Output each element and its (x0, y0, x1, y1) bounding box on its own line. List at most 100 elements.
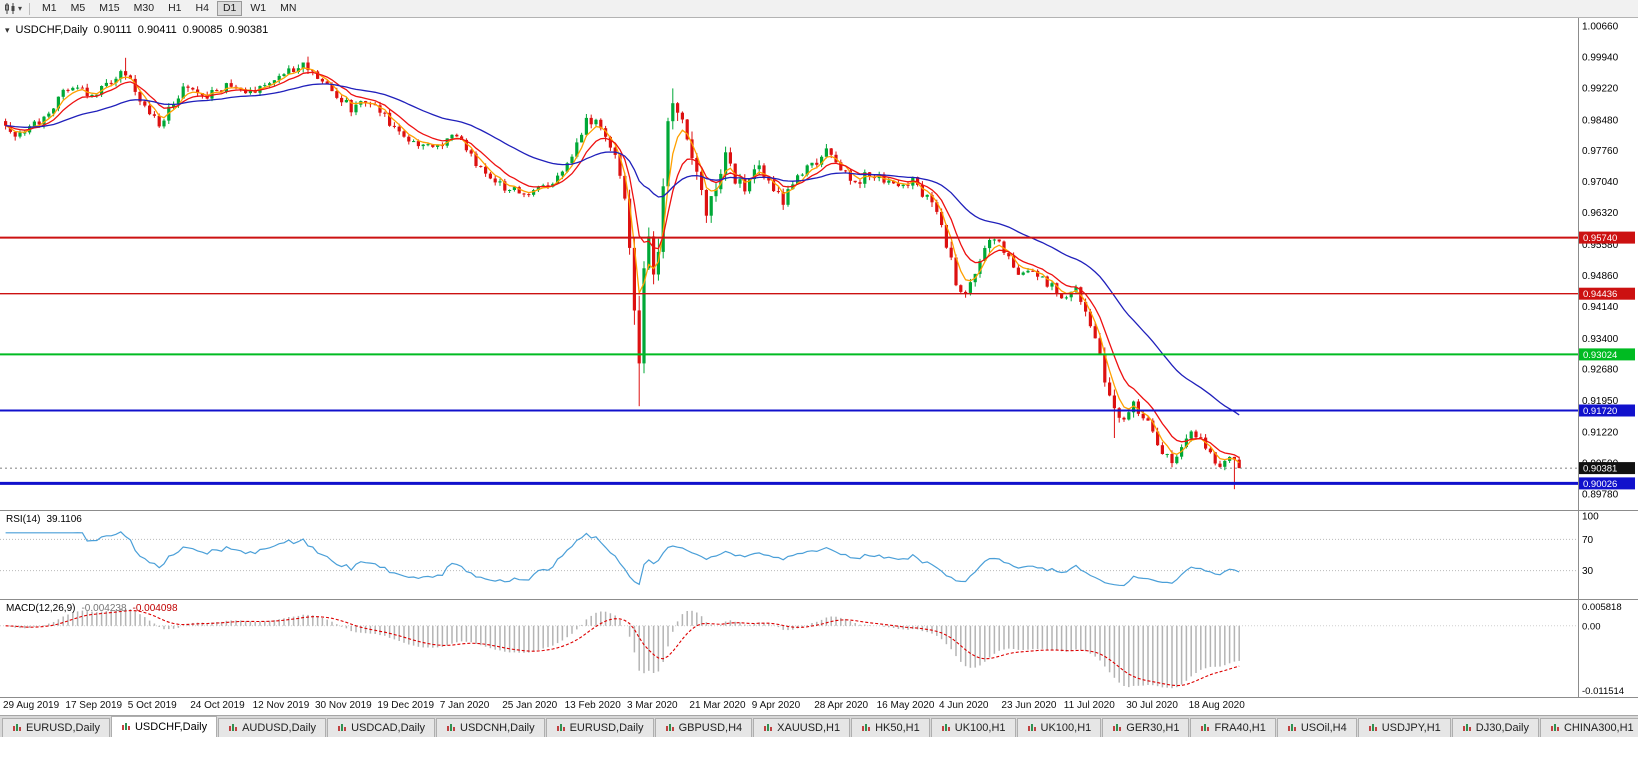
tab-label: GBPUSD,H4 (678, 722, 743, 734)
ohlc-high: 0.90411 (137, 24, 177, 36)
rsi-axis-label: 30 (1582, 566, 1594, 577)
macd-signal-value: -0.004098 (132, 603, 178, 614)
timeframe-button-d1[interactable]: D1 (216, 1, 243, 16)
price-level-badge-text: 0.95740 (1583, 233, 1617, 244)
ma-line-4 (5, 67, 1240, 464)
date-label: 16 May 2020 (876, 700, 935, 711)
macd-chart-canvas[interactable]: 0.005818 0.00 -0.011514 (0, 600, 1638, 697)
chart-tab-audusd-daily[interactable]: AUDUSD,Daily (218, 718, 327, 737)
date-label: 9 Apr 2020 (751, 700, 801, 711)
chart-tab-usdchf-daily[interactable]: USDCHF,Daily (110, 716, 218, 737)
chart-tab-uk100-h1[interactable]: UK100,H1 (1016, 718, 1102, 737)
tab-chart-icon (1200, 723, 1210, 733)
chart-tab-usdcad-daily[interactable]: USDCAD,Daily (327, 718, 436, 737)
main-chart-panel: ▾ USDCHF,Daily 0.90111 0.90411 0.90085 0… (0, 18, 1638, 511)
date-label: 29 Aug 2019 (3, 700, 60, 711)
tab-label: AUDUSD,Daily (242, 722, 317, 734)
one-click-trading-toggle[interactable]: ▾ (5, 24, 10, 35)
ohlc-open: 0.90111 (93, 24, 132, 36)
timeframe-button-w1[interactable]: W1 (244, 1, 272, 16)
chart-tab-fra40-h1[interactable]: FRA40,H1 (1190, 718, 1276, 737)
price-axis-label: 0.97760 (1582, 146, 1619, 157)
timeframe-buttons: M1 M5 M15 M30 H1 H4 D1 W1 MN (35, 1, 303, 16)
tab-chart-icon (1462, 723, 1472, 733)
chart-title: ▾ USDCHF,Daily 0.90111 0.90411 0.90085 0… (5, 24, 268, 36)
tab-chart-icon (1112, 723, 1122, 733)
price-axis-label: 0.94140 (1582, 302, 1619, 313)
timeframe-button-m5[interactable]: M5 (65, 1, 92, 16)
timeframe-toolbar: ▾ M1 M5 M15 M30 H1 H4 D1 W1 MN (0, 0, 1638, 18)
chart-tab-china300-h1[interactable]: CHINA300,H1 (1539, 718, 1638, 737)
date-label: 30 Nov 2019 (315, 700, 372, 711)
chart-tab-xauusd-h1[interactable]: XAUUSD,H1 (753, 718, 851, 737)
chart-tab-hk50-h1[interactable]: HK50,H1 (851, 718, 930, 737)
tab-label: GER30,H1 (1126, 722, 1180, 734)
chart-tab-usoil-h4[interactable]: USOil,H4 (1276, 718, 1357, 737)
bottom-spacer (0, 737, 1638, 768)
date-label: 11 Jul 2020 (1063, 700, 1115, 711)
timeframe-button-h4[interactable]: H4 (190, 1, 215, 16)
tab-chart-icon (1368, 723, 1378, 733)
price-axis-label: 0.99220 (1582, 84, 1619, 95)
macd-axis-label-bottom: -0.011514 (1582, 686, 1624, 697)
chart-tab-gbpusd-h4[interactable]: GBPUSD,H4 (654, 718, 753, 737)
timeframe-button-m1[interactable]: M1 (36, 1, 63, 16)
timeframe-button-m30[interactable]: M30 (128, 1, 160, 16)
macd-label: MACD(12,26,9) -0.004238 -0.004098 (6, 603, 178, 614)
rsi-label: RSI(14) 39.1106 (6, 514, 82, 525)
chart-type-icon[interactable] (4, 2, 17, 15)
ma-line-34 (5, 83, 1240, 416)
tab-label: USDCNH,Daily (460, 722, 535, 734)
tab-chart-icon (1287, 723, 1297, 733)
tab-chart-icon (12, 723, 22, 733)
price-level-badge (1579, 231, 1635, 244)
chart-tab-eurusd-daily[interactable]: EURUSD,Daily (2, 718, 110, 737)
candles-layer (4, 56, 1241, 490)
chart-tab-eurusd-daily[interactable]: EURUSD,Daily (545, 718, 654, 737)
chart-tab-usdcnh-daily[interactable]: USDCNH,Daily (436, 718, 545, 737)
price-axis-label: 0.93400 (1582, 334, 1619, 345)
price-axis-label: 0.92680 (1582, 365, 1619, 376)
tab-chart-icon (228, 723, 238, 733)
chart-tab-usdjpy-h1[interactable]: USDJPY,H1 (1357, 718, 1451, 737)
date-label: 3 Mar 2020 (627, 700, 678, 711)
chart-tab-ger30-h1[interactable]: GER30,H1 (1102, 718, 1190, 737)
macd-histogram (9, 608, 1240, 689)
price-level-badge-text: 0.93024 (1583, 350, 1617, 361)
rsi-line (5, 531, 1240, 587)
macd-main-value: -0.004238 (81, 603, 127, 614)
chart-tab-dj30-daily[interactable]: DJ30,Daily (1451, 718, 1539, 737)
tab-chart-icon (556, 723, 566, 733)
rsi-chart-canvas[interactable]: 100 70 30 (0, 511, 1638, 599)
tab-label: DJ30,Daily (1475, 722, 1529, 734)
tab-label: XAUUSD,H1 (777, 722, 841, 734)
macd-panel: MACD(12,26,9) -0.004238 -0.004098 0.0058… (0, 600, 1638, 698)
tab-label: EURUSD,Daily (26, 722, 100, 734)
dropdown-caret-icon[interactable]: ▾ (18, 4, 23, 13)
price-axis-label: 1.00660 (1582, 22, 1619, 33)
date-label: 4 Jun 2020 (939, 700, 989, 711)
price-axis-label: 0.99940 (1582, 53, 1619, 64)
macd-name: MACD(12,26,9) (6, 603, 76, 614)
price-axis-label: 0.96320 (1582, 208, 1619, 219)
rsi-axis-label: 70 (1582, 535, 1594, 546)
date-label: 28 Apr 2020 (814, 700, 869, 711)
tab-chart-icon (1027, 723, 1037, 733)
tab-chart-icon (1550, 723, 1560, 733)
date-axis[interactable]: 29 Aug 2019 17 Sep 2019 5 Oct 2019 24 Oct 2… (0, 698, 1638, 715)
chart-tabs-bar: EURUSD,Daily USDCHF,Daily AUDUSD,Daily USDC… (0, 715, 1638, 737)
price-axis-label: 0.89780 (1582, 490, 1619, 501)
symbol-timeframe-label: USDCHF,Daily (15, 24, 88, 36)
date-label: 25 Jan 2020 (502, 700, 558, 711)
tab-label: USDJPY,H1 (1381, 722, 1441, 734)
timeframe-button-m15[interactable]: M15 (93, 1, 125, 16)
date-label: 18 Aug 2020 (1188, 700, 1245, 711)
main-chart-canvas[interactable]: 1.00660 0.99940 0.99220 0.98480 0.97760 0.970… (0, 18, 1638, 510)
chart-tab-uk100-h1[interactable]: UK100,H1 (930, 718, 1016, 737)
current-price-badge-text: 0.90381 (1583, 464, 1617, 475)
macd-signal-line (5, 610, 1240, 687)
timeframe-button-mn[interactable]: MN (274, 1, 302, 16)
price-level-badge-text: 0.94436 (1583, 289, 1617, 300)
timeframe-button-h1[interactable]: H1 (162, 1, 187, 16)
